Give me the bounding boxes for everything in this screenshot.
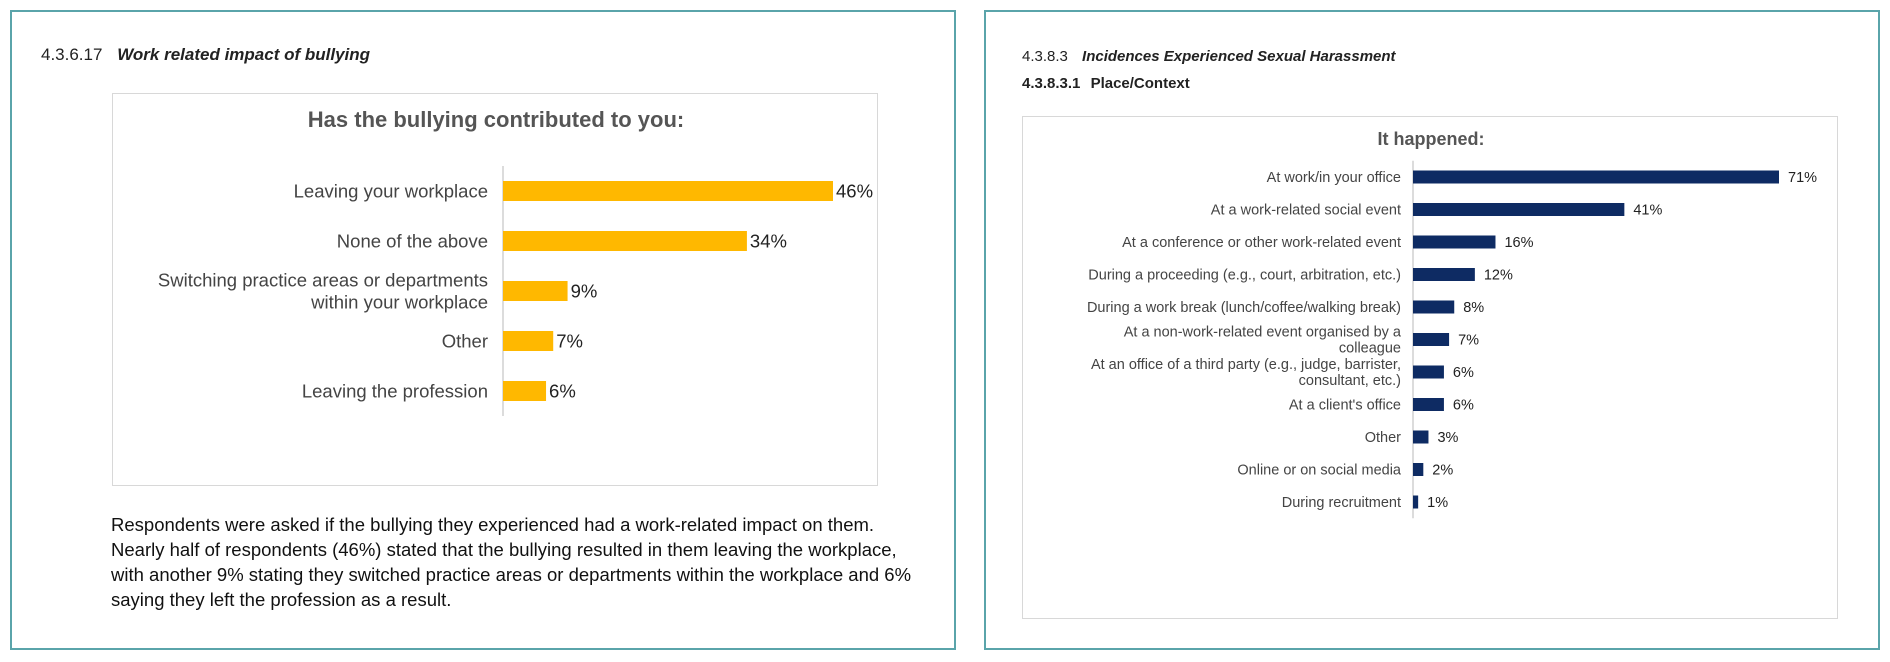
category-label: Switching practice areas or departments [158,270,488,291]
data-label: 6% [1453,398,1474,414]
data-label: 7% [1458,333,1479,349]
bar [1413,365,1444,379]
category-label: Online or on social media [1237,463,1402,479]
bar [1413,333,1450,346]
bullying-chart-frame: Has the bullying contributed to you: 46% L… [112,93,878,486]
data-label: 34% [750,231,787,252]
category-label: At work/in your office [1267,170,1401,186]
right-subsection-title: Place/Context [1090,75,1190,92]
data-label: 12% [1484,268,1513,284]
bar [1413,268,1475,281]
bar [503,181,833,201]
bar [1413,170,1779,184]
category-label: consultant, etc.) [1299,373,1401,389]
category-label: At a client's office [1289,398,1401,414]
category-label: During recruitment [1282,495,1401,511]
category-label: During a work break (lunch/coffee/walkin… [1087,300,1401,316]
left-section-heading: 4.3.6.17 Work related impact of bullying [41,45,370,65]
bar [503,331,554,351]
data-label: 8% [1463,300,1484,316]
data-label: 2% [1432,463,1453,479]
category-label: within your workplace [310,292,488,313]
right-section-title: Incidences Experienced Sexual Harassment [1082,48,1396,65]
right-panel: 4.3.8.3 Incidences Experienced Sexual Ha… [984,10,1880,650]
data-label: 3% [1437,430,1458,446]
bar [1413,463,1424,476]
data-label: 6% [1453,365,1474,381]
category-label: Other [1365,430,1401,446]
category-label: colleague [1339,341,1401,357]
category-label: None of the above [337,231,488,252]
bar [1413,495,1419,509]
category-label: Leaving your workplace [294,181,488,202]
data-label: 71% [1788,170,1817,186]
category-label: At a non-work-related event organised by… [1124,325,1402,341]
bar [1413,203,1625,216]
right-subsection-number: 4.3.8.3.1 [1022,75,1081,92]
bar [1413,300,1455,314]
data-label: 16% [1504,235,1533,251]
bar [503,231,747,251]
chart-title: Has the bullying contributed to you: [308,107,684,132]
category-label: Leaving the profession [302,381,488,402]
data-label: 41% [1633,203,1662,219]
data-label: 46% [836,181,873,202]
left-section-number: 4.3.6.17 [41,45,103,64]
bar [1413,398,1444,411]
category-label: At a work-related social event [1211,203,1401,219]
category-label: During a proceeding (e.g., court, arbitr… [1088,268,1401,284]
category-label: At a conference or other work-related ev… [1122,235,1401,251]
data-label: 1% [1427,495,1448,511]
right-section-heading: 4.3.8.3 Incidences Experienced Sexual Ha… [1022,48,1396,65]
data-label: 6% [549,381,576,402]
category-label: Other [442,331,488,352]
bar [1413,430,1429,444]
harassment-chart-frame: It happened: 71% At work/in your office 41%… [1022,116,1838,619]
bar [503,381,547,401]
category-label: At an office of a third party (e.g., jud… [1091,357,1401,373]
bullying-impact-chart: Has the bullying contributed to you: 46% L… [158,107,873,416]
left-panel: 4.3.6.17 Work related impact of bullying… [10,10,956,650]
left-section-title: Work related impact of bullying [117,45,371,64]
chart-title: It happened: [1378,129,1485,149]
summary-paragraph: Respondents were asked if the bullying t… [111,514,912,610]
data-label: 9% [571,281,598,302]
data-label: 7% [556,331,583,352]
right-subsection-heading: 4.3.8.3.1 Place/Context [1022,75,1190,92]
bar [503,281,568,301]
harassment-place-chart: It happened: 71% At work/in your office 41%… [1087,129,1817,519]
bar [1413,235,1496,249]
right-section-number: 4.3.8.3 [1022,48,1068,65]
